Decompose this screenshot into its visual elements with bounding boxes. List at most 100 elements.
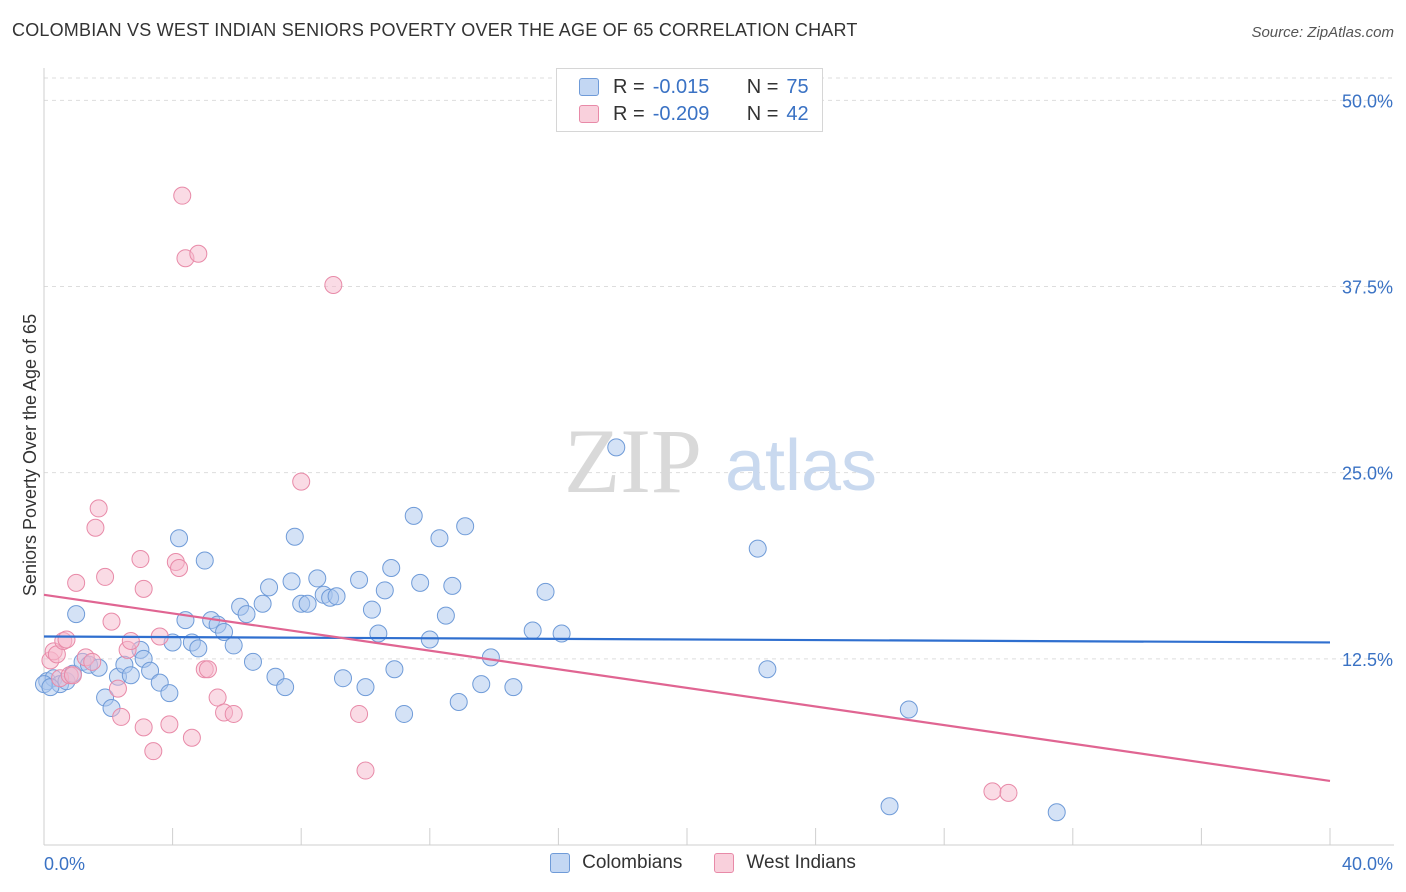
west-indian-point — [112, 707, 131, 726]
series-legend: Colombians West Indians — [0, 852, 1406, 874]
colombian-point — [243, 652, 262, 671]
colombian-point — [121, 666, 140, 685]
west-indian-point — [350, 704, 369, 723]
west-indian-point — [63, 666, 82, 685]
chart-title: COLOMBIAN VS WEST INDIAN SENIORS POVERTY… — [12, 20, 858, 40]
r-value: -0.209 — [652, 102, 710, 125]
colombian-point — [362, 600, 381, 619]
west-indians-points — [41, 186, 1018, 802]
watermark: ZIP atlas — [564, 410, 877, 512]
west-indian-point — [86, 518, 105, 537]
colombian-point — [260, 578, 279, 597]
legend-row-colombians: R = -0.015 N = 75 — [579, 76, 809, 98]
colombian-point — [350, 570, 369, 589]
west-indian-point — [121, 631, 140, 650]
west-indian-point — [108, 679, 127, 698]
colombian-point — [536, 582, 555, 601]
x-tick-label: 40.0% — [1342, 854, 1393, 874]
tick-labels: 12.5% 25.0% 37.5% 50.0% 0.0% 40.0% — [44, 91, 1393, 874]
colombian-point — [456, 517, 475, 536]
colombian-point — [141, 661, 160, 680]
west-indian-point — [131, 550, 150, 569]
colombian-point — [1047, 803, 1066, 822]
y-tick-label: 37.5% — [1342, 278, 1393, 298]
colombians-points — [35, 438, 1066, 822]
west-indian-point — [134, 579, 153, 598]
west-indian-point — [224, 704, 243, 723]
r-label: R = — [613, 75, 645, 98]
west-indian-point — [102, 612, 121, 631]
source-label: Source: ZipAtlas.com — [1251, 24, 1394, 41]
colombian-point — [411, 573, 430, 592]
colombian-point — [404, 506, 423, 525]
west-indian-point — [160, 715, 179, 734]
y-tick-label: 12.5% — [1342, 650, 1393, 670]
colombian-point — [276, 678, 295, 697]
west-indian-point — [198, 660, 217, 679]
colombian-point — [748, 539, 767, 558]
watermark-zip: ZIP — [564, 410, 702, 512]
colombian-point — [449, 693, 468, 712]
colombian-point — [504, 678, 523, 697]
colombian-point — [430, 529, 449, 548]
west-indian-point — [144, 742, 163, 761]
colombian-point — [443, 576, 462, 595]
colombian-point — [523, 621, 542, 640]
west-indian-point — [983, 782, 1002, 801]
west-indian-point — [173, 186, 192, 205]
colombian-point — [285, 527, 304, 546]
axes — [43, 68, 1394, 846]
colombian-point — [237, 605, 256, 624]
colombian-point — [436, 606, 455, 625]
west-indians-swatch — [579, 105, 599, 123]
colombian-point — [67, 605, 86, 624]
west-indian-point — [999, 783, 1018, 802]
colombian-point — [899, 700, 918, 719]
colombian-point — [369, 624, 388, 643]
colombians-swatch — [579, 78, 599, 96]
colombian-point — [607, 438, 626, 457]
legend-label-colombians: Colombians — [582, 852, 683, 873]
west-indian-point — [182, 728, 201, 747]
legend-row-west-indians: R = -0.209 N = 42 — [579, 103, 809, 125]
legend-item-colombians[interactable]: Colombians — [550, 852, 682, 874]
colombian-point — [282, 572, 301, 591]
west-indian-point — [89, 499, 108, 518]
watermark-atlas: atlas — [725, 426, 877, 506]
colombians-swatch — [550, 853, 571, 873]
n-value: 42 — [786, 102, 809, 125]
y-axis-label: Seniors Poverty Over the Age of 65 — [20, 314, 40, 596]
west-indian-point — [324, 276, 343, 295]
colombian-point — [880, 797, 899, 816]
colombians-trend-line — [43, 635, 1331, 644]
colombian-point — [420, 630, 439, 649]
west-indian-point — [67, 573, 86, 592]
west-indian-point — [134, 718, 153, 737]
n-label: N = — [746, 102, 779, 125]
west-indian-point — [356, 761, 375, 780]
x-tick-label: 0.0% — [44, 854, 85, 874]
colombian-point — [308, 569, 327, 588]
colombian-point — [298, 594, 317, 613]
colombian-point — [170, 529, 189, 548]
colombian-point — [481, 648, 500, 667]
trend-lines — [43, 593, 1331, 783]
west-indian-point — [83, 652, 102, 671]
colombian-point — [189, 639, 208, 658]
correlation-legend: R = -0.015 N = 75 R = -0.209 N = 42 — [556, 68, 823, 132]
colombian-point — [395, 704, 414, 723]
y-tick-label: 50.0% — [1342, 91, 1393, 111]
r-value: -0.015 — [652, 75, 710, 98]
west-indian-point — [57, 630, 76, 649]
colombian-point — [375, 581, 394, 600]
west-indian-point — [208, 688, 227, 707]
colombian-point — [253, 594, 272, 613]
colombian-point — [160, 684, 179, 703]
colombian-point — [356, 678, 375, 697]
colombian-point — [333, 669, 352, 688]
colombian-point — [224, 636, 243, 655]
n-label: N = — [746, 75, 779, 98]
y-tick-label: 25.0% — [1342, 464, 1393, 484]
legend-item-west-indians[interactable]: West Indians — [714, 852, 856, 874]
west-indian-point — [189, 244, 208, 263]
